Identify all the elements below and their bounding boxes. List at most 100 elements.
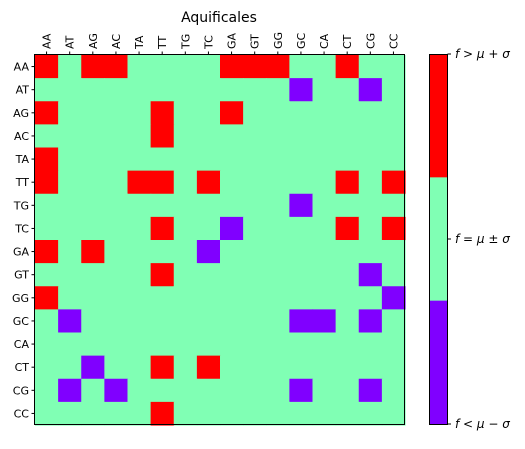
heatmap-cell-AC-AG — [81, 124, 105, 149]
heatmap-cell-AG-GT — [243, 101, 267, 125]
heatmap-cell-GT-TA — [127, 263, 152, 287]
heatmap-cell-TT-CA — [312, 170, 337, 195]
heatmap-cell-GC-TG — [173, 309, 198, 334]
heatmap-cell-TC-TA — [127, 216, 152, 241]
heatmap-cell-CA-AT — [58, 332, 82, 357]
heatmap-cell-GC-GG — [266, 309, 290, 334]
x-tick-label: GC — [295, 32, 308, 49]
heatmap-cell-AA-CA — [312, 55, 337, 79]
heatmap-cell-AC-GA — [220, 124, 244, 149]
y-tick-label: GC — [13, 315, 30, 328]
heatmap-cell-GA-AA — [35, 240, 59, 264]
heatmap-cell-TC-GA — [220, 216, 244, 241]
heatmap-cell-TA-GA — [220, 147, 244, 172]
heatmap-cell-TG-CT — [335, 193, 360, 218]
heatmap-cell-TG-CC — [381, 193, 406, 218]
heatmap-cell-TA-TA — [127, 147, 152, 172]
heatmap-cell-AG-AG — [81, 101, 105, 125]
heatmap-cell-AT-GG — [266, 78, 290, 102]
heatmap-cell-GT-AC — [104, 263, 129, 287]
colorbar-tick-label: f = μ ± σ — [455, 232, 510, 246]
heatmap-cell-TG-GC — [289, 193, 314, 218]
x-tick-label: CG — [364, 33, 377, 49]
heatmap-cell-AT-AG — [81, 78, 105, 102]
heatmap-cell-CT-AG — [81, 355, 105, 380]
heatmap-cell-TA-CG — [358, 147, 383, 172]
heatmap-cell-TT-AC — [104, 170, 129, 195]
heatmap-cell-AA-TC — [196, 55, 221, 79]
heatmap-cell-GG-CC — [381, 286, 406, 310]
heatmap-cell-GG-GT — [243, 286, 267, 310]
heatmap-cell-TT-AT — [58, 170, 82, 195]
heatmap-cell-GA-GA — [220, 240, 244, 264]
heatmap-cell-AG-CA — [312, 101, 337, 125]
heatmap-cell-CG-AC — [104, 378, 129, 403]
heatmap-cell-GT-AA — [35, 263, 59, 287]
heatmap-cell-CA-GC — [289, 332, 314, 357]
x-tick-label: TG — [179, 34, 192, 50]
heatmap-cell-GG-CA — [312, 286, 337, 310]
heatmap-cell-AA-CT — [335, 55, 360, 79]
heatmap-cell-GC-TC — [196, 309, 221, 334]
y-tick-labels: AA AT AG AC TA TT TG TC GA GT GG GC CA CT CG CC — [12, 61, 35, 420]
heatmap-cell-CA-AG — [81, 332, 105, 357]
heatmap-cell-CC-AG — [81, 401, 105, 426]
heatmap-cell-AA-GA — [220, 55, 244, 79]
heatmap-cell-GC-GC — [289, 309, 314, 334]
heatmap-cell-AG-AC — [104, 101, 129, 125]
x-tick-label: TA — [133, 35, 146, 50]
heatmap-cell-AG-AT — [58, 101, 82, 125]
heatmap-cell-TG-CA — [312, 193, 337, 218]
y-tick-label: CC — [14, 407, 30, 420]
heatmap-cell-AG-AA — [35, 101, 59, 125]
heatmap-cell-GC-CA — [312, 309, 337, 334]
heatmap-cell-GA-AG — [81, 240, 105, 264]
colorbar-segment — [429, 177, 447, 302]
heatmap-cell-CT-CT — [335, 355, 360, 380]
heatmap-cell-CG-AT — [58, 378, 82, 403]
y-tick-label: TC — [14, 222, 29, 235]
heatmap-cell-AG-CC — [381, 101, 406, 125]
heatmap-cell-TT-AA — [35, 170, 59, 195]
heatmap-cell-AG-TA — [127, 101, 152, 125]
heatmap-cell-GC-GT — [243, 309, 267, 334]
heatmap-cell-AG-CG — [358, 101, 383, 125]
heatmap-cell-GG-TG — [173, 286, 198, 310]
heatmap-cell-AA-GC — [289, 55, 314, 79]
heatmap-cell-TG-GA — [220, 193, 244, 218]
heatmap-cell-TT-GG — [266, 170, 290, 195]
heatmap-cell-TG-AA — [35, 193, 59, 218]
heatmap-cell-CA-GG — [266, 332, 290, 357]
heatmap-cell-AT-TT — [150, 78, 175, 102]
heatmap-cell-AG-GA — [220, 101, 244, 125]
heatmap-cell-TA-GG — [266, 147, 290, 172]
heatmap-cell-GC-AT — [58, 309, 82, 334]
heatmap-cell-AT-GA — [220, 78, 244, 102]
x-tick-labels: AA AT AG AC TA TT TG TC GA GT GG GC CA CT CG CC — [41, 32, 400, 55]
heatmap-cell-GC-TT — [150, 309, 175, 334]
heatmap-cell-CA-AA — [35, 332, 59, 357]
heatmap-cell-TG-TG — [173, 193, 198, 218]
heatmap-cell-CT-AC — [104, 355, 129, 380]
heatmap-cell-TA-AC — [104, 147, 129, 172]
heatmap-cell-GG-GC — [289, 286, 314, 310]
heatmap-cell-TT-GC — [289, 170, 314, 195]
heatmap-cell-CA-CC — [381, 332, 406, 357]
y-tick-label: AA — [14, 61, 30, 74]
heatmap-cell-CA-TC — [196, 332, 221, 357]
heatmap-cell-CG-CT — [335, 378, 360, 403]
heatmap-cell-AT-GT — [243, 78, 267, 102]
heatmap-cell-TT-TC — [196, 170, 221, 195]
heatmap-cell-TC-TG — [173, 216, 198, 241]
heatmap-cell-AA-TA — [127, 55, 152, 79]
heatmap-cell-CG-CA — [312, 378, 337, 403]
heatmap-cell-TG-TC — [196, 193, 221, 218]
heatmap-cell-TA-CT — [335, 147, 360, 172]
heatmap-cell-AC-AC — [104, 124, 129, 149]
heatmap-cell-TG-TA — [127, 193, 152, 218]
heatmap-cell-GC-CG — [358, 309, 383, 334]
heatmap-cell-AA-GT — [243, 55, 267, 79]
heatmap-cell-CA-AC — [104, 332, 129, 357]
heatmap-cell-TA-CC — [381, 147, 406, 172]
